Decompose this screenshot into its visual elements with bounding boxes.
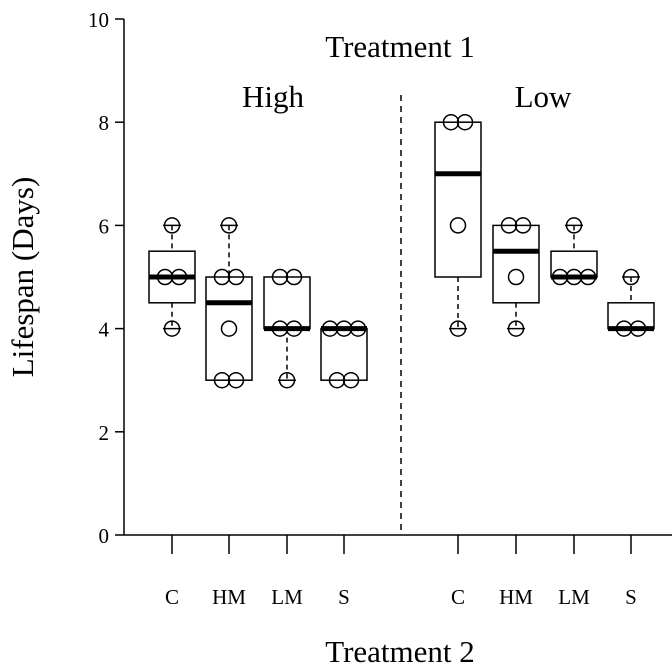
y-tick-label: 6 [99, 214, 110, 238]
iqr-box [434, 121, 482, 278]
data-point [163, 320, 181, 337]
x-tick-label: S [338, 585, 350, 609]
data-point [349, 320, 367, 337]
data-point [622, 268, 640, 286]
data-point [449, 217, 467, 234]
y-axis-label: Lifespan (Days) [5, 177, 40, 378]
box-group-high-lm: LM [263, 268, 311, 609]
data-point [579, 268, 597, 286]
data-point [213, 371, 231, 389]
data-point [565, 268, 583, 286]
data-point [220, 320, 238, 337]
data-point [551, 268, 569, 286]
data-point [220, 217, 238, 234]
data-point [456, 113, 474, 131]
box-group-high-s: S [320, 320, 368, 609]
box-group-high-c: C [148, 217, 196, 609]
panel-label-high: High [242, 79, 305, 114]
y-tick-label: 4 [99, 318, 110, 342]
data-point [227, 371, 245, 389]
data-point [507, 268, 525, 286]
data-point [629, 320, 647, 337]
y-tick-label: 2 [99, 421, 110, 445]
data-point [285, 320, 303, 337]
data-point [507, 320, 525, 337]
data-point [615, 320, 633, 337]
x-tick-label: HM [499, 585, 533, 609]
axes: 0 2 4 6 8 10 [88, 8, 672, 548]
x-tick-label: C [451, 585, 465, 609]
y-tick-label: 10 [88, 8, 109, 32]
data-point [213, 268, 231, 286]
iqr-box [550, 250, 598, 278]
x-tick-label: HM [212, 585, 246, 609]
iqr-box [263, 276, 311, 330]
data-point [321, 320, 339, 337]
x-tick-label: C [165, 585, 179, 609]
data-point [227, 268, 245, 286]
data-point [442, 113, 460, 131]
data-point [271, 268, 289, 286]
x-axis-label: Treatment 2 [325, 634, 475, 669]
data-point [565, 217, 583, 234]
panel-label-low: Low [515, 79, 572, 114]
data-point [163, 217, 181, 234]
data-point [271, 320, 289, 337]
data-point [342, 371, 360, 389]
data-point [500, 217, 518, 234]
x-tick-label: LM [271, 585, 303, 609]
x-tick-label: LM [558, 585, 590, 609]
box-group-low-c: C [434, 113, 482, 609]
iqr-box [492, 224, 540, 304]
data-point [328, 371, 346, 389]
data-point [449, 320, 467, 337]
data-point [514, 217, 532, 234]
iqr-box [205, 276, 253, 381]
data-point [170, 268, 188, 286]
y-tick-label: 0 [99, 524, 110, 548]
x-tick-label: S [625, 585, 637, 609]
box-group-high-hm: HM [205, 217, 253, 609]
box-group-low-s: S [607, 268, 655, 609]
data-point [285, 268, 303, 286]
data-point [156, 268, 174, 286]
data-point [335, 320, 353, 337]
box-group-low-lm: LM [550, 217, 598, 609]
y-tick-label: 8 [99, 111, 110, 135]
chart-title: Treatment 1 [325, 29, 475, 64]
boxes: C HM LM S C HM LM S [148, 113, 655, 609]
box-group-low-hm: HM [492, 217, 540, 609]
data-point [278, 371, 296, 389]
